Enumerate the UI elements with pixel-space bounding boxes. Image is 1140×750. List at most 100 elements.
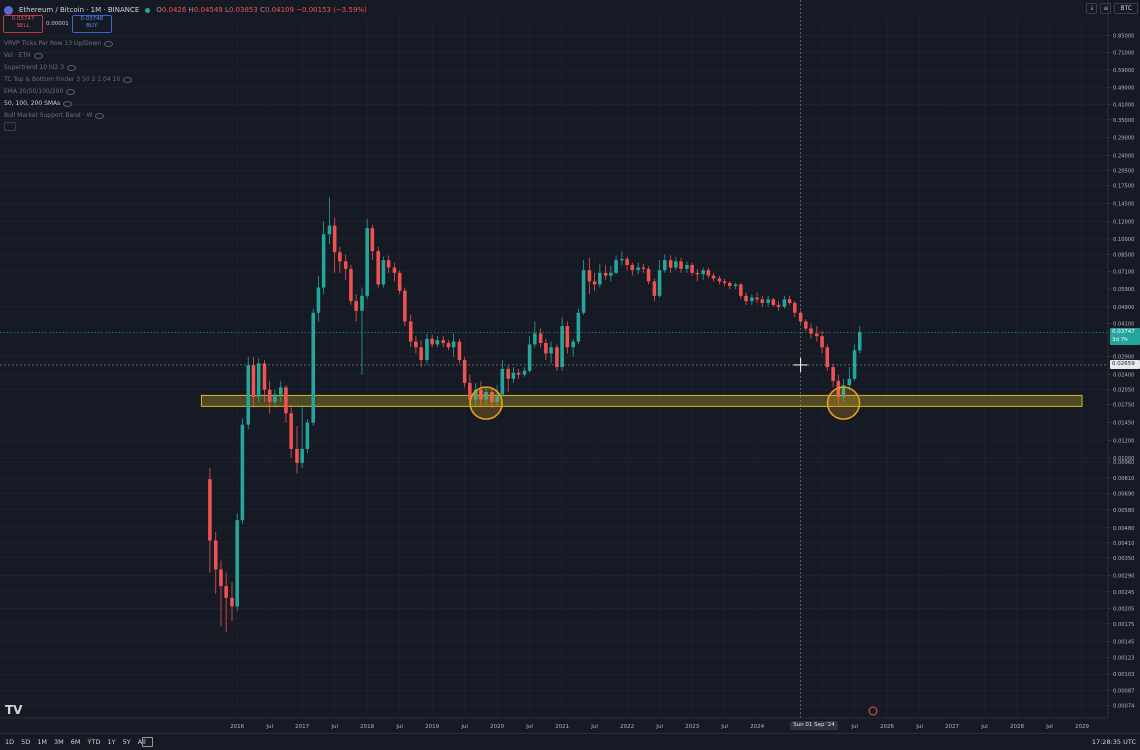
candle-body	[652, 281, 657, 296]
candle-body	[636, 267, 640, 271]
indicator-item[interactable]: 50, 100, 200 SMAs	[4, 98, 132, 110]
candle-body	[603, 272, 608, 276]
tradingview-logo[interactable]: 𝗧𝗩	[5, 703, 23, 717]
y-tick-label: 0.01000	[1113, 456, 1134, 462]
indicator-item[interactable]: TC Top & Bottom Finder 3 50 2 1.04 10	[4, 74, 133, 86]
x-tick-label: 2029	[1075, 724, 1089, 730]
candle-body	[235, 520, 239, 607]
buy-button[interactable]: 0.03748 BUY	[71, 15, 112, 33]
candle-body	[690, 265, 694, 273]
range-button[interactable]: 3M	[54, 738, 64, 746]
calendar-icon[interactable]	[142, 737, 153, 747]
candle-body	[289, 413, 293, 449]
indicator-item[interactable]: Bull Market Support Band · W	[4, 110, 132, 122]
candle-body	[771, 299, 776, 305]
eye-icon[interactable]	[66, 89, 76, 95]
indicator-item[interactable]: VRVP Ticks Per Row 13 Up/Down	[4, 38, 132, 50]
candle-body	[208, 479, 212, 541]
candle-body	[506, 368, 510, 379]
range-button[interactable]: 1Y	[107, 738, 116, 746]
eye-icon[interactable]	[63, 101, 73, 107]
eye-icon[interactable]	[33, 53, 43, 59]
candle-body	[533, 333, 537, 345]
candle-body	[273, 394, 277, 403]
candle-body	[295, 448, 299, 463]
ohlc-values: O0.0426 H0.04549 L0.03853 C0.04109 −0.00…	[156, 6, 367, 14]
candle-body	[349, 268, 353, 302]
range-buttons: 1D 5D 1M 3M 6M YTD 1Y 5Y All	[5, 738, 146, 746]
crosshair-price-tag: 0.02659	[1110, 360, 1140, 369]
eye-icon[interactable]	[104, 41, 114, 47]
indicator-item[interactable]: Vol · ETH	[4, 50, 132, 62]
indicator-label: VRVP Ticks Per Row 13 Up/Down	[4, 40, 102, 47]
eye-icon[interactable]	[95, 113, 105, 119]
candle-body	[836, 380, 841, 397]
candle-body	[792, 302, 797, 313]
indicator-label: 50, 100, 200 SMAs	[4, 100, 61, 107]
indicator-item[interactable]: Supertrend 10 hl2 3	[4, 62, 132, 74]
candle-body	[630, 265, 635, 271]
y-tick-label: 0.20500	[1113, 169, 1134, 175]
candle-body	[457, 341, 462, 361]
indicator-item[interactable]: EMA 20/50/100/200	[4, 86, 132, 98]
candle-body	[857, 332, 862, 351]
candle-body	[739, 284, 743, 296]
y-tick-label: 0.10000	[1113, 237, 1134, 243]
candle-body	[614, 260, 618, 273]
overlay-layer	[0, 0, 1108, 718]
y-tick-label: 0.41000	[1113, 103, 1134, 109]
candle-body	[256, 363, 261, 397]
range-button[interactable]: All	[137, 738, 146, 746]
candle-body	[500, 368, 505, 395]
candle-body	[776, 304, 781, 307]
range-button[interactable]: 5Y	[122, 738, 131, 746]
clock-time[interactable]: 17:28:35 UTC	[1091, 738, 1136, 746]
x-tick-label: 2016	[230, 724, 244, 730]
x-tick-label: Jul	[980, 724, 988, 730]
candle-body	[852, 350, 857, 379]
range-button[interactable]: 1D	[5, 738, 15, 746]
candle-body	[278, 387, 283, 395]
range-button[interactable]: 6M	[70, 738, 81, 746]
candle-body	[376, 251, 381, 285]
symbol-title[interactable]: Ethereum / Bitcoin · 1M · BINANCE	[19, 6, 140, 14]
y-tick-label: 0.02400	[1113, 373, 1134, 379]
candle-body	[538, 333, 543, 343]
candle-body	[311, 312, 316, 423]
menu-icon[interactable]: ≡	[1100, 3, 1112, 14]
candle-body	[841, 385, 846, 397]
arrow-down-icon[interactable]: ↓	[1086, 3, 1098, 14]
y-tick-label: 0.00145	[1113, 640, 1134, 646]
y-tick-label: 0.01750	[1113, 403, 1134, 409]
range-button[interactable]: 5D	[21, 738, 31, 746]
candle-body	[750, 297, 754, 302]
y-tick-label: 0.00205	[1113, 607, 1134, 613]
candle-body	[733, 284, 738, 286]
y-tick-label: 0.02900	[1113, 355, 1134, 361]
candle-body	[717, 278, 722, 282]
currency-selector[interactable]: BTC	[1114, 3, 1138, 14]
y-tick-label: 0.00290	[1113, 574, 1134, 580]
candle-body	[544, 342, 548, 354]
eye-icon[interactable]	[123, 77, 133, 83]
candle-body	[727, 282, 732, 286]
y-tick-label: 0.02050	[1113, 388, 1134, 394]
candle-body	[711, 275, 716, 279]
support-zone	[200, 394, 1083, 407]
time-axis[interactable]: 2016 Jul 2017 Jul 2018 Jul 2019 Jul 2020 Jul 2021 J…	[0, 717, 1140, 733]
y-tick-label: 0.71000	[1113, 50, 1134, 56]
range-button[interactable]: 1M	[37, 738, 48, 746]
eye-icon[interactable]	[67, 65, 77, 71]
candle-body	[809, 328, 813, 334]
y-tick-label: 0.35000	[1113, 118, 1134, 124]
candle-body	[343, 261, 348, 269]
candle-body	[657, 270, 662, 296]
sell-button[interactable]: 0.03747 SELL	[3, 15, 43, 33]
symbol-logo-icon	[4, 5, 13, 15]
indicator-label: Bull Market Support Band · W	[4, 112, 93, 119]
collapse-legend-button[interactable]	[4, 122, 16, 131]
range-button[interactable]: YTD	[87, 738, 101, 746]
x-tick-label: 2021	[555, 724, 569, 730]
candle-body	[722, 281, 727, 283]
